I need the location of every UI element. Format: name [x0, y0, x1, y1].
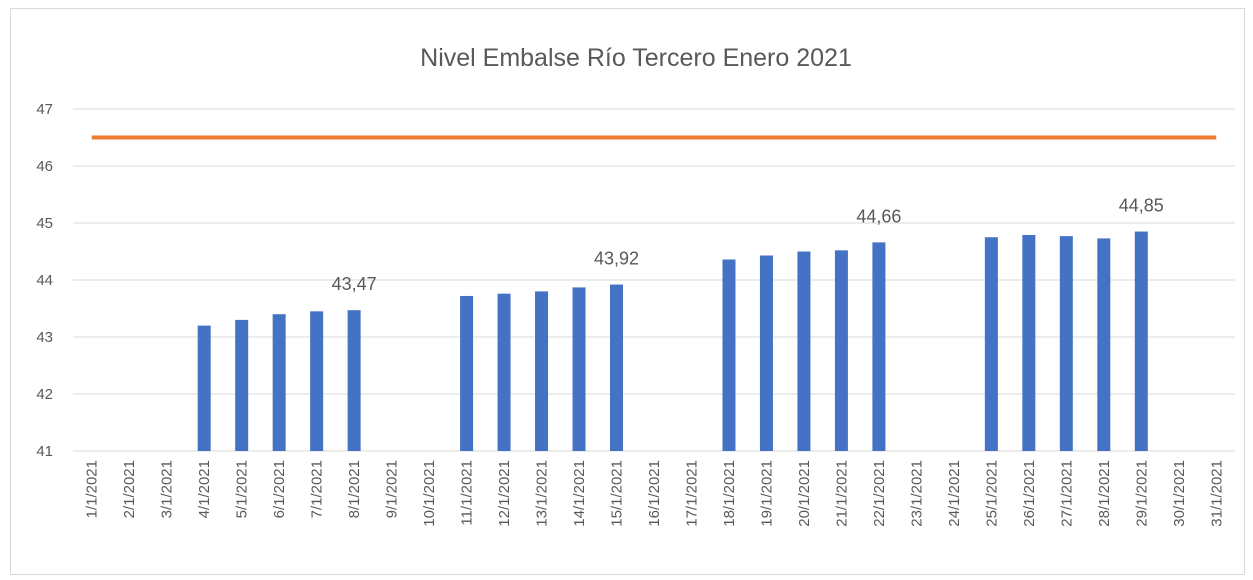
data-label: 43,92 [594, 249, 639, 269]
x-tick-label: 20/1/2021 [796, 460, 813, 527]
bar [1097, 238, 1111, 451]
x-tick-label: 10/1/2021 [421, 460, 438, 527]
y-tick-label: 47 [36, 101, 53, 118]
bar [197, 325, 211, 451]
bar [535, 291, 549, 451]
x-tick-label: 27/1/2021 [1058, 460, 1075, 527]
x-tick-label: 18/1/2021 [721, 460, 738, 527]
x-tick-label: 17/1/2021 [683, 460, 700, 527]
x-tick-label: 16/1/2021 [646, 460, 663, 527]
x-tick-label: 7/1/2021 [309, 460, 326, 518]
y-tick-label: 46 [36, 158, 53, 175]
x-tick-label: 6/1/2021 [271, 460, 288, 518]
x-tick-label: 31/1/2021 [1208, 460, 1225, 527]
x-tick-label: 21/1/2021 [833, 460, 850, 527]
x-tick-label: 26/1/2021 [1021, 460, 1038, 527]
bar [872, 242, 886, 451]
bar [272, 314, 286, 451]
x-tick-label: 23/1/2021 [908, 460, 925, 527]
data-label: 44,85 [1119, 196, 1164, 216]
bar [797, 251, 811, 451]
x-tick-label: 9/1/2021 [384, 460, 401, 518]
bar [722, 259, 736, 451]
x-tick-label: 8/1/2021 [346, 460, 363, 518]
y-tick-label: 43 [36, 329, 53, 346]
x-tick-label: 3/1/2021 [159, 460, 176, 518]
bar [834, 250, 848, 451]
chart-border [10, 8, 1245, 575]
x-tick-label: 2/1/2021 [121, 460, 138, 518]
data-label: 43,47 [332, 274, 377, 294]
bar [610, 284, 624, 451]
x-tick-label: 1/1/2021 [84, 460, 101, 518]
x-tick-label: 30/1/2021 [1171, 460, 1188, 527]
y-tick-label: 44 [36, 272, 53, 289]
x-tick-label: 5/1/2021 [234, 460, 251, 518]
x-tick-label: 29/1/2021 [1133, 460, 1150, 527]
chart-title: Nivel Embalse Río Tercero Enero 2021 [420, 44, 852, 72]
bar [759, 255, 773, 451]
y-tick-label: 45 [36, 215, 53, 232]
bar [984, 237, 998, 451]
bar [497, 293, 511, 451]
bar [1134, 231, 1148, 451]
x-tick-label: 11/1/2021 [459, 460, 476, 526]
x-tick-label: 19/1/2021 [758, 460, 775, 527]
bar [235, 319, 249, 451]
x-tick-label: 4/1/2021 [196, 460, 213, 518]
x-tick-label: 13/1/2021 [534, 460, 551, 527]
bar [460, 295, 474, 451]
bar [310, 311, 324, 451]
data-label: 44,66 [856, 206, 901, 226]
bar [1059, 236, 1073, 451]
x-tick-label: 24/1/2021 [946, 460, 963, 527]
y-tick-label: 41 [36, 443, 53, 460]
y-tick-label: 42 [36, 386, 53, 403]
bar [347, 310, 361, 451]
bar [572, 287, 586, 451]
x-tick-label: 14/1/2021 [571, 460, 588, 527]
x-tick-label: 15/1/2021 [609, 460, 626, 527]
bar [1022, 234, 1036, 451]
x-tick-label: 25/1/2021 [983, 460, 1000, 527]
x-tick-label: 12/1/2021 [496, 460, 513, 527]
x-tick-label: 28/1/2021 [1096, 460, 1113, 527]
x-tick-label: 22/1/2021 [871, 460, 888, 527]
